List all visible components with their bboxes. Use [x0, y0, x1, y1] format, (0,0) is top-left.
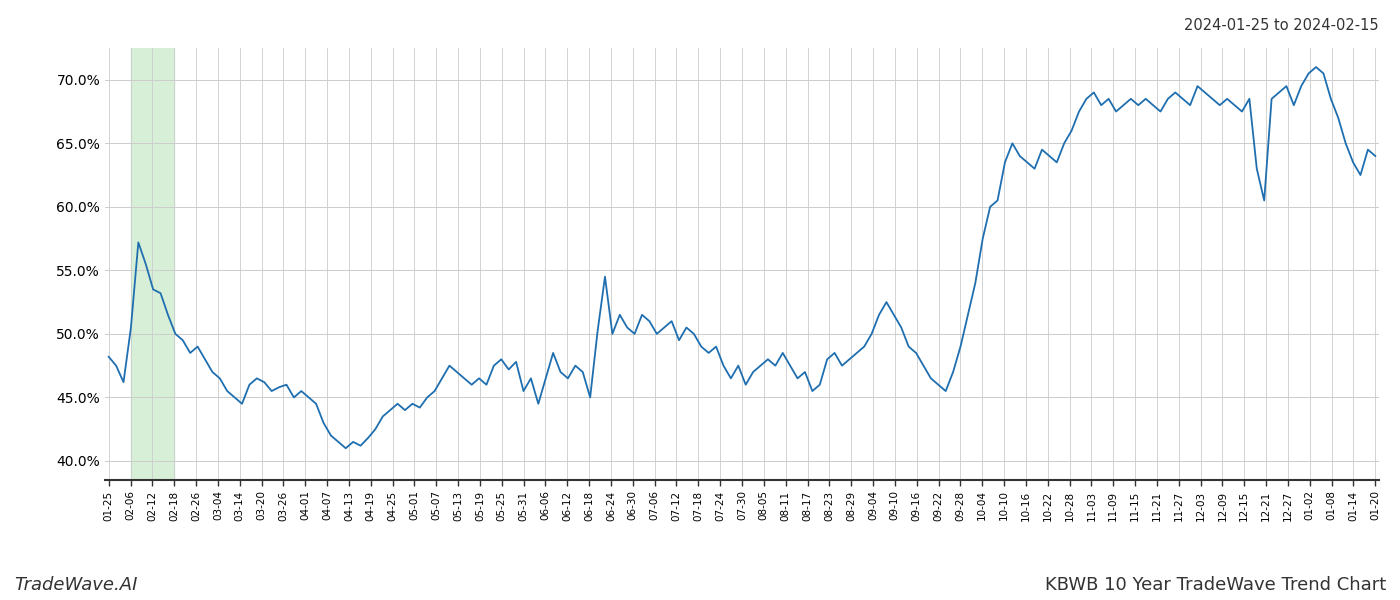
Text: KBWB 10 Year TradeWave Trend Chart: KBWB 10 Year TradeWave Trend Chart [1044, 576, 1386, 594]
Text: TradeWave.AI: TradeWave.AI [14, 576, 137, 594]
Text: 2024-01-25 to 2024-02-15: 2024-01-25 to 2024-02-15 [1184, 18, 1379, 33]
Bar [130, 48, 174, 480]
